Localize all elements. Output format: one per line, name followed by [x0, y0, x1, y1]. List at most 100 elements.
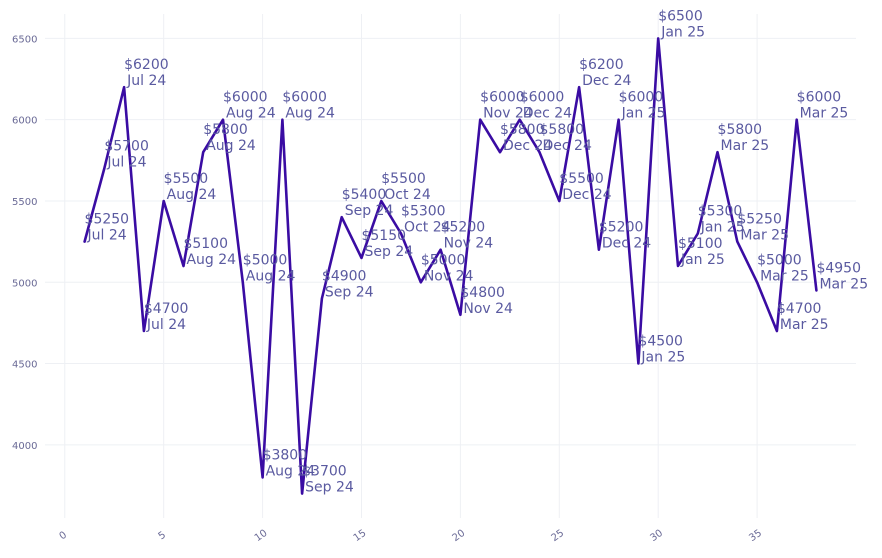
data-label-value: $6500	[658, 8, 703, 24]
data-label-value: $5200	[441, 220, 486, 236]
data-label-month: Oct 24	[384, 187, 431, 203]
data-label: $6000 Nov 24	[480, 90, 533, 122]
data-label: $5250 Mar 25	[737, 212, 789, 244]
data-label-month: Mar 25	[780, 317, 829, 333]
data-label-month: Aug 24	[167, 187, 217, 203]
data-label: $4700 Jul 24	[144, 301, 189, 333]
data-label-month: Jul 24	[146, 317, 186, 333]
data-label-month: Jan 25	[680, 252, 725, 268]
data-label-month: Aug 24	[226, 106, 276, 122]
data-label-value: $5250	[737, 212, 782, 228]
data-label-value: $5100	[678, 236, 723, 252]
data-label-value: $4500	[638, 334, 683, 350]
data-label-value: $5000	[421, 252, 466, 268]
data-label-month: Nov 24	[463, 301, 513, 317]
data-label-value: $4950	[816, 260, 861, 276]
data-label-value: $4800	[460, 285, 505, 301]
data-label-value: $5300	[401, 203, 446, 219]
data-label-month: Sep 24	[325, 285, 374, 301]
data-label-month: Nov 24	[483, 106, 533, 122]
data-label-month: Jul 24	[106, 154, 146, 170]
y-tick-label: 5000	[12, 278, 37, 289]
data-label: $6000 Aug 24	[223, 90, 276, 122]
y-tick-label: 6000	[12, 116, 37, 127]
data-label-month: Dec 24	[503, 138, 552, 154]
data-label-value: $5200	[599, 220, 644, 236]
data-label: $5000 Mar 25	[757, 252, 809, 284]
data-label-value: $6000	[619, 90, 664, 106]
data-label-month: Sep 24	[345, 203, 394, 219]
data-label: $4700 Mar 25	[777, 301, 829, 333]
data-label-value: $5800	[203, 122, 248, 138]
data-label: $5200 Dec 24	[599, 220, 651, 252]
data-label: $5200 Nov 24	[441, 220, 494, 252]
data-label-value: $5000	[243, 252, 288, 268]
data-label-month: Dec 24	[523, 106, 572, 122]
data-label: $4950 Mar 25	[816, 260, 868, 292]
data-label: $5100 Aug 24	[183, 236, 236, 268]
data-label: $6000 Aug 24	[282, 90, 335, 122]
data-label-value: $5500	[559, 171, 604, 187]
data-label-value: $4700	[777, 301, 822, 317]
data-label: $5500 Aug 24	[164, 171, 217, 203]
x-tick-label: 0	[58, 530, 70, 543]
data-label-month: Mar 25	[740, 228, 789, 244]
data-label-month: Jan 25	[621, 106, 666, 122]
data-label: $5000 Nov 24	[421, 252, 474, 284]
data-label-value: $6000	[797, 90, 842, 106]
data-label-month: Jan 25	[640, 350, 685, 366]
data-label-value: $5100	[183, 236, 228, 252]
data-label: $5500 Oct 24	[381, 171, 431, 203]
data-label-month: Sep 24	[305, 480, 354, 496]
data-label-value: $5800	[500, 122, 545, 138]
data-label: $5800 Mar 25	[718, 122, 770, 154]
data-label-month: Dec 24	[543, 138, 592, 154]
series-line	[83, 37, 818, 495]
series-layer	[83, 37, 818, 495]
data-label-month: Nov 24	[444, 236, 494, 252]
data-label-month: Oct 24	[404, 219, 451, 235]
data-label-month: Aug 24	[186, 252, 236, 268]
data-label-value: $6000	[480, 90, 525, 106]
data-label-month: Aug 24	[206, 138, 256, 154]
data-label: $5300 Oct 24	[401, 203, 451, 235]
data-label: $5400 Sep 24	[342, 187, 394, 219]
data-label: $5500 Dec 24	[559, 171, 611, 203]
data-label-month: Dec 24	[602, 236, 651, 252]
data-label-month: Mar 25	[819, 276, 868, 292]
y-tick-label: 6500	[12, 34, 37, 45]
data-label-value: $6000	[282, 90, 327, 106]
data-label-month: Aug 24	[285, 106, 335, 122]
data-label: $6000 Mar 25	[797, 90, 849, 122]
data-label-value: $4900	[322, 269, 367, 285]
x-tick-label: 15	[352, 528, 369, 544]
x-tick-label: 25	[549, 528, 566, 544]
data-label: $4800 Nov 24	[460, 285, 513, 317]
x-tick-label: 5	[156, 530, 168, 543]
gridlines	[45, 14, 856, 518]
data-label-value: $5500	[381, 171, 426, 187]
data-label-value: $6200	[579, 57, 624, 73]
data-label-month: Jul 24	[87, 228, 127, 244]
data-label-value: $5300	[698, 203, 743, 219]
data-label-month: Sep 24	[364, 244, 413, 260]
data-label: $3800 Aug 24	[263, 447, 316, 479]
data-label-month: Aug 24	[246, 268, 296, 284]
data-label-month: Jul 24	[126, 73, 166, 89]
data-label-month: Jan 25	[660, 24, 705, 40]
data-label: $4900 Sep 24	[322, 269, 374, 301]
data-label-month: Dec 24	[562, 187, 611, 203]
data-label: $5250 Jul 24	[85, 212, 130, 244]
data-label-value: $5400	[342, 187, 387, 203]
x-tick-label: 20	[451, 528, 468, 544]
data-label-value: $5250	[85, 212, 130, 228]
x-tick-label: 35	[747, 528, 764, 544]
data-label: $5800 Dec 24	[500, 122, 552, 154]
data-labels: $5250 Jul 24$5700 Jul 24$6200 Jul 24$4700 Ju…	[85, 8, 869, 495]
data-label: $5800 Dec 24	[540, 122, 592, 154]
data-label-value: $4700	[144, 301, 189, 317]
data-label-month: Mar 25	[721, 138, 770, 154]
data-label-month: Mar 25	[760, 268, 809, 284]
data-label: $6000 Jan 25	[619, 90, 666, 122]
